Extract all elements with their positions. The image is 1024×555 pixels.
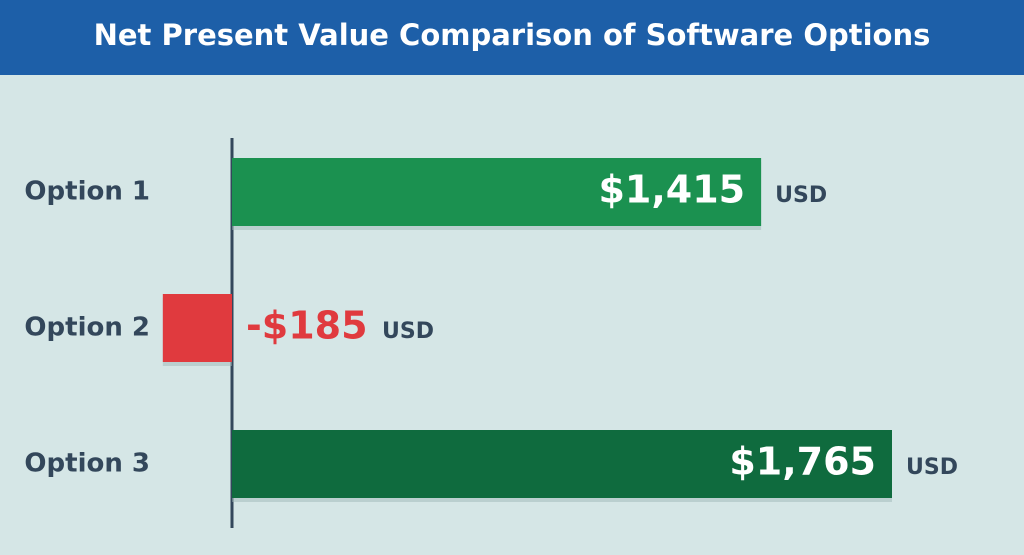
bar bbox=[232, 430, 892, 498]
category-label: Option 1 bbox=[24, 177, 150, 207]
header-bar bbox=[0, 0, 1024, 75]
value-label: $1,765 bbox=[729, 440, 876, 484]
chart-title: Net Present Value Comparison of Software… bbox=[94, 18, 931, 52]
value-label: -$185 bbox=[246, 304, 368, 348]
unit-label: USD bbox=[382, 319, 434, 344]
unit-label: USD bbox=[906, 455, 958, 480]
unit-label: USD bbox=[775, 183, 827, 208]
category-label: Option 3 bbox=[24, 449, 150, 479]
value-label: $1,415 bbox=[598, 168, 745, 212]
category-label: Option 2 bbox=[24, 313, 150, 343]
bar bbox=[232, 158, 762, 226]
bar bbox=[162, 294, 232, 362]
